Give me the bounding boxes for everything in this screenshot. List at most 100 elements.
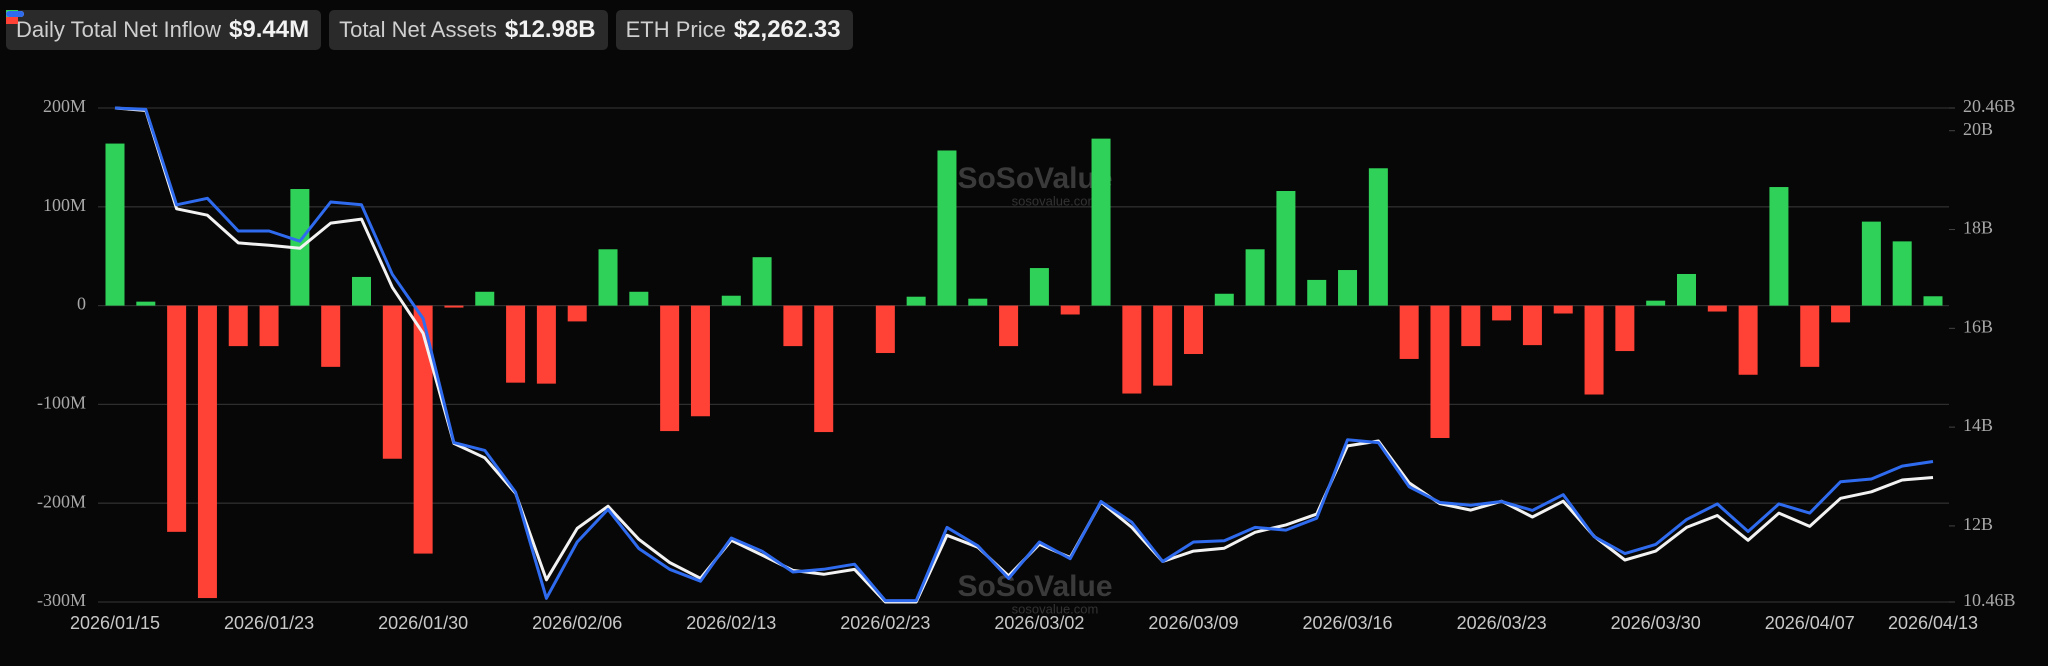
legend-value: $2,262.33 [733,16,841,43]
bar [999,305,1019,347]
x-tick-label: 2026/03/09 [1148,613,1238,633]
bar [536,305,556,384]
legend-swatch [6,11,24,17]
y-tick-label: -100M [37,393,86,413]
y2-tick-label: 14B [1963,415,1993,435]
bar [444,305,464,308]
bar [1522,305,1542,346]
watermark: SoSoValue [957,570,1112,603]
bar [1738,305,1758,375]
bar [1553,305,1573,314]
bar [1153,305,1173,386]
bar [875,305,895,354]
legend-label: Total Net Assets [339,17,497,42]
bar [1492,305,1512,321]
y-tick-label: -200M [37,491,86,511]
bar [1029,268,1049,306]
legend-item: Total Net Assets $12.98B [6,10,608,50]
legend-icon [6,11,24,17]
bar [506,305,526,383]
bar [1584,305,1604,395]
bar [197,305,217,599]
bar [382,305,402,459]
bar [352,276,372,306]
bar [690,305,710,417]
y-tick-label: 100M [43,195,86,215]
bar [1368,168,1388,306]
y2-tick-label: 12B [1963,514,1993,534]
bar [1892,241,1912,306]
bar [598,249,618,306]
bar [814,305,834,433]
bar [1923,296,1943,306]
bar [567,305,587,322]
bar [1800,305,1820,367]
bar [1831,305,1851,323]
bar [1676,273,1696,306]
x-tick-label: 2026/03/02 [994,613,1084,633]
bar [660,305,680,432]
bar [937,150,957,306]
y2-tick-label: 10.46B [1963,590,2016,610]
legend-value: $9.44M [229,16,310,43]
bar [1060,305,1080,315]
bar [1214,293,1234,306]
legend-item: Daily Total Net Inflow $9.44M [6,10,322,50]
legend-label: Daily Total Net Inflow [16,17,222,42]
bar [228,305,248,347]
bar [629,291,649,306]
legend: Daily Total Net Inflow $9.44M Total Net As… [6,10,853,50]
bar [1707,305,1727,312]
bar [1430,305,1450,438]
watermark-sub: sosovalue.com [1012,193,1099,208]
bar [1769,187,1789,306]
x-tick-label: 2026/04/07 [1765,613,1855,633]
x-tick-label: 2026/03/16 [1302,613,1392,633]
x-tick-label: 2026/01/23 [224,613,314,633]
y-tick-label: -300M [37,590,86,610]
x-tick-label: 2026/02/23 [840,613,930,633]
x-tick-label: 2026/02/06 [532,613,622,633]
bar [1091,138,1111,306]
line [114,106,1934,603]
x-tick-label: 2026/04/13 [1888,613,1978,633]
bar [721,295,741,306]
watermark: SoSoValue [957,162,1112,195]
y2-tick-label: 20.46B [1963,96,2016,116]
x-tick-label: 2026/01/30 [378,613,468,633]
bar [259,305,279,347]
bar [906,296,926,306]
bar [1461,305,1481,347]
y-tick-label: 0 [77,294,86,314]
bar [413,305,433,554]
bar [136,301,156,306]
bar [1646,300,1666,306]
bar [1861,221,1881,306]
bar [167,305,187,532]
y-tick-label: 200M [43,96,86,116]
y2-tick-label: 16B [1963,316,1993,336]
bar [1615,305,1635,352]
legend-item: ETH Price $2,262.33 [6,10,853,50]
bar [1399,305,1419,359]
x-tick-label: 2026/03/23 [1457,613,1547,633]
bar [1183,305,1203,355]
bar [321,305,341,367]
bar [1338,270,1358,306]
watermark-sub: sosovalue.com [1012,601,1099,616]
bar [752,257,772,306]
y2-tick-label: 20B [1963,119,1993,139]
y2-tick-label: 18B [1963,218,1993,238]
x-tick-label: 2026/02/13 [686,613,776,633]
bar [783,305,803,347]
bar [1307,279,1327,306]
legend-swatch [6,17,18,24]
x-tick-label: 2026/03/30 [1611,613,1701,633]
bar [968,298,988,306]
bar [1245,249,1265,306]
bar [105,143,125,306]
legend-label: ETH Price [625,17,726,42]
bar [475,291,495,306]
